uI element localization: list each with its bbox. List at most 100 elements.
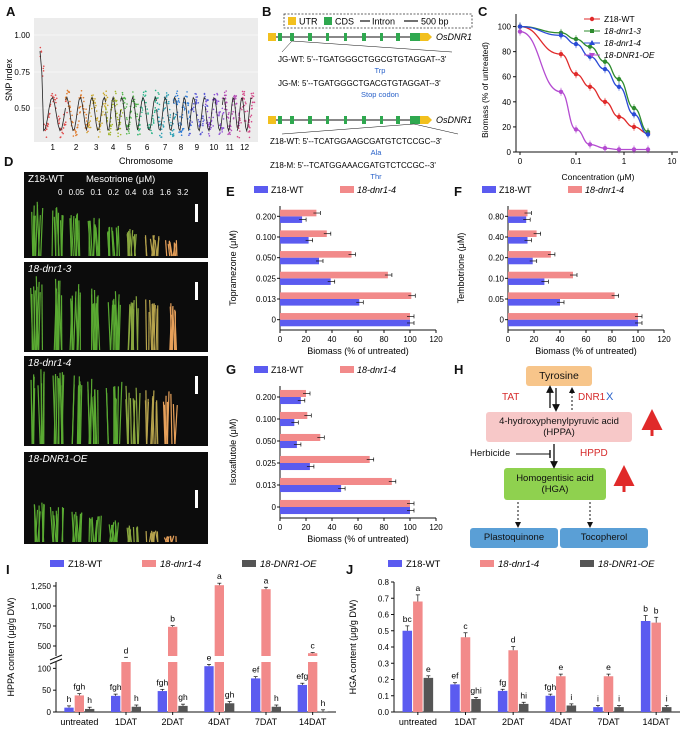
snp-point xyxy=(240,121,242,124)
h-bar-wt xyxy=(508,216,527,223)
snp-point xyxy=(224,97,227,100)
seedling-leaf xyxy=(90,378,93,445)
snp-xticks: 1 2 3 4 5 6 7 8 9 10 11 12 xyxy=(50,143,249,152)
legend-swatch xyxy=(242,560,256,567)
snp-point xyxy=(140,115,142,118)
snp-point xyxy=(154,109,156,112)
v-category-label: 2DAT xyxy=(161,717,184,727)
significance-letter: h xyxy=(87,695,92,705)
snp-point xyxy=(183,101,186,104)
snp-point xyxy=(89,120,92,122)
snp-point xyxy=(114,90,117,93)
seedling-leaf xyxy=(175,240,178,257)
snp-point xyxy=(176,101,178,103)
seedling-leaf xyxy=(40,369,43,445)
seedling-leaf xyxy=(97,219,100,257)
snp-point xyxy=(106,111,109,113)
v-bar xyxy=(214,585,224,712)
snp-point xyxy=(158,103,161,106)
seedling-leaf xyxy=(130,230,134,257)
snp-point xyxy=(172,134,175,137)
h-bar-wt xyxy=(508,237,528,244)
snp-point xyxy=(195,100,198,103)
legend-dnr1-3: 18-dnr1-3 xyxy=(604,26,641,36)
snp-point xyxy=(67,91,69,93)
snp-point xyxy=(175,92,178,95)
snp-point xyxy=(165,96,168,98)
snp-chromosome-curve xyxy=(156,96,174,132)
tocopherol-node: Tocopherol xyxy=(560,528,648,548)
seedling-leaf xyxy=(149,299,153,351)
significance-letter: ef xyxy=(252,665,260,675)
h-category-label: 0.100 xyxy=(256,415,277,424)
significance-letter: d xyxy=(511,635,516,645)
snp-point xyxy=(212,116,215,119)
seedling-leaf xyxy=(115,227,118,257)
snp-chromosome-curve xyxy=(204,96,223,132)
snp-point xyxy=(127,130,130,132)
seedling-leaf xyxy=(128,228,131,257)
h-bar-mut xyxy=(280,271,388,279)
h-bar-mut xyxy=(280,499,410,507)
snp-point xyxy=(111,106,114,109)
h-category-label: 0.100 xyxy=(256,233,277,242)
v-bar xyxy=(640,621,651,712)
snp-point xyxy=(204,105,207,108)
h-bar-wt xyxy=(280,278,331,285)
c-xtick-label: 1 xyxy=(622,157,627,166)
snp-point xyxy=(98,120,100,123)
snp-point xyxy=(244,101,247,103)
snp-chromosome-tick: 7 xyxy=(163,143,168,152)
snp-point xyxy=(208,135,211,137)
significance-letter: e xyxy=(426,664,431,674)
snp-point xyxy=(138,129,140,132)
snp-point xyxy=(156,97,158,100)
legend-wt-label: Z18-WT xyxy=(499,185,532,195)
snp-point xyxy=(165,92,168,94)
snp-ylabel: SNP index xyxy=(4,58,14,101)
snp-point xyxy=(225,108,228,111)
seedling-leaf xyxy=(34,509,39,543)
snp-plot-background xyxy=(34,18,258,142)
snp-point xyxy=(88,124,91,126)
snp-point xyxy=(108,132,110,135)
snp-point xyxy=(230,129,233,132)
snp-point xyxy=(226,116,229,118)
seedling-leaf xyxy=(135,387,139,445)
h-ylabel: Tembotrione (μM) xyxy=(456,233,466,304)
intron-legend-label: Intron xyxy=(372,17,395,27)
h-category-label: 0.013 xyxy=(256,295,277,304)
v-bar xyxy=(593,707,603,712)
c-ytick-label: 0 xyxy=(507,148,512,157)
snp-point xyxy=(212,125,214,127)
v-bar xyxy=(168,626,178,712)
significance-letter: e xyxy=(207,652,212,662)
v-category-label: 7DAT xyxy=(255,717,278,727)
snp-point xyxy=(195,98,197,101)
panel-label-j: J xyxy=(346,562,354,577)
seedling-leaf xyxy=(125,399,129,445)
snp-point xyxy=(154,101,157,103)
h-category-label: 0.80 xyxy=(488,212,504,221)
snp-point xyxy=(66,111,68,114)
v-bar xyxy=(251,678,261,712)
snp-point xyxy=(216,92,218,95)
h-xtick-label: 100 xyxy=(403,523,417,532)
snp-point xyxy=(194,92,196,95)
sequence-z18-m: Z18-M: 5'--TCATGGAAACGATGTCTCCGC--3' xyxy=(270,161,436,170)
legend-swatch xyxy=(50,560,64,567)
h-category-label: 0 xyxy=(500,316,505,325)
seedling-leaf xyxy=(31,376,35,445)
significance-letter: e xyxy=(606,662,611,672)
h-bar-wt xyxy=(508,299,560,306)
snp-point xyxy=(179,116,181,118)
h-bar-wt xyxy=(280,299,360,306)
snp-point xyxy=(243,90,246,93)
h-xtick-label: 100 xyxy=(631,335,645,344)
seedling-leaf xyxy=(132,398,136,445)
seedling-leaf xyxy=(78,220,81,257)
snp-point xyxy=(207,132,210,135)
legend-dnr1-oe: 18-DNR1-OE xyxy=(604,50,655,60)
seedling-leaf xyxy=(75,511,78,543)
snp-point xyxy=(154,89,157,92)
